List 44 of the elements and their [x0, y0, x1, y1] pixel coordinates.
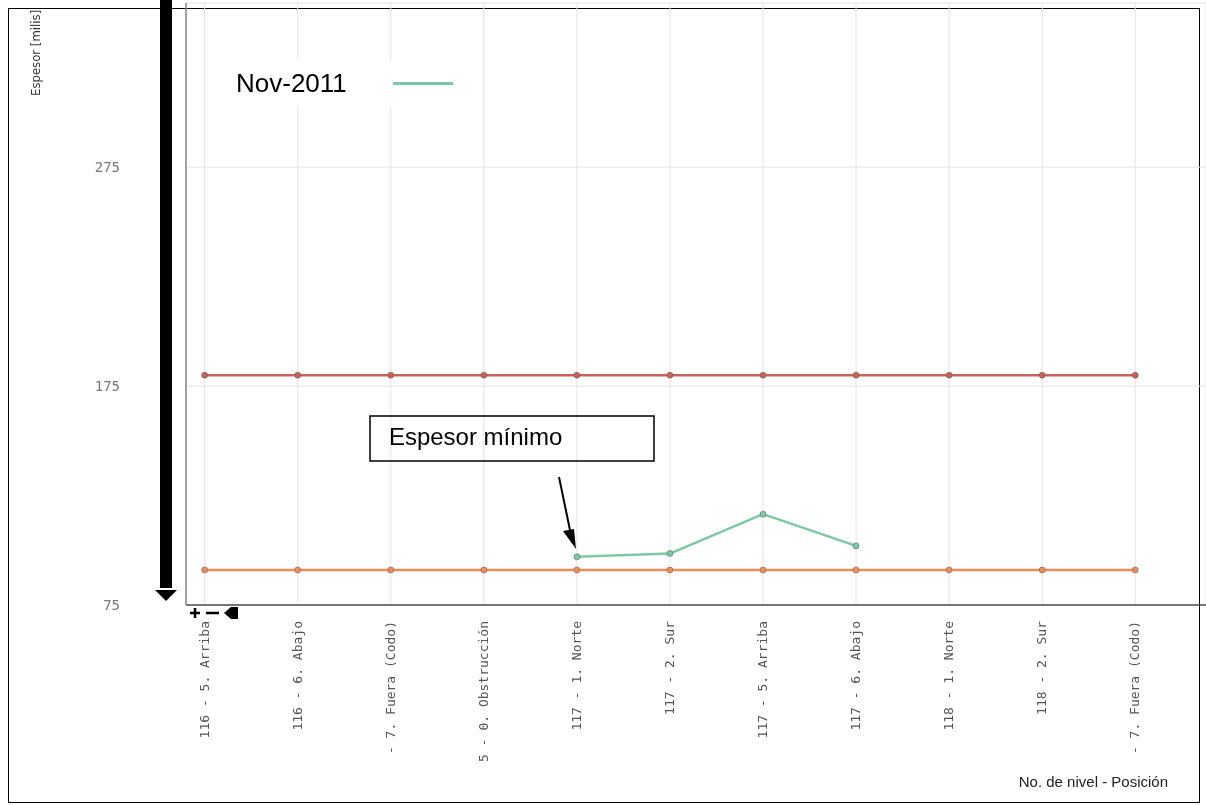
point — [852, 566, 860, 574]
point — [1132, 566, 1139, 574]
point — [666, 550, 674, 557]
x-tick-label: 117 - 1. Norte — [568, 620, 584, 731]
x-tick-label: - 7. Fuera (Codo) — [1127, 621, 1143, 755]
point — [387, 566, 394, 574]
point — [945, 371, 953, 379]
point — [759, 510, 767, 518]
x-tick-label: 117 - 6. Abajo — [848, 621, 864, 731]
point — [573, 566, 581, 574]
point — [480, 566, 488, 574]
point — [666, 371, 674, 379]
x-tick-label: 116 - 6. Abajo — [289, 621, 305, 731]
point — [387, 371, 394, 379]
point — [573, 553, 581, 561]
y-tick-label: 75 — [103, 596, 120, 613]
point — [201, 371, 208, 379]
point — [666, 566, 674, 574]
x-tick-label: 117 - 5. Arriba — [755, 621, 771, 739]
x-tick-label: 117 - 2. Sur — [661, 620, 677, 715]
point — [480, 371, 488, 379]
point — [294, 566, 301, 574]
point — [1132, 371, 1139, 379]
point — [852, 542, 860, 550]
point — [1038, 566, 1046, 574]
point — [759, 566, 767, 574]
x-tick-label: - 7. Fuera (Codo) — [382, 621, 398, 755]
point — [294, 371, 301, 379]
annotation: Espesor mínimo — [388, 422, 563, 451]
x-axis-title: No. de nivel - Posición — [1018, 773, 1168, 790]
x-tick-label: 118 - 2. Sur — [1034, 620, 1050, 715]
point — [201, 566, 208, 574]
point — [1038, 371, 1046, 379]
point — [852, 371, 860, 379]
x-tick-label: 5 - 0. Obstrucción — [475, 621, 491, 762]
x-tick-label: 118 - 1. Norte — [941, 620, 957, 731]
y-axis-title: Espesor [milis] — [28, 9, 43, 96]
point — [759, 371, 767, 379]
point — [945, 566, 953, 574]
legend-label: Nov-2011 — [236, 68, 347, 99]
point — [573, 371, 581, 379]
y-tick-label: 175 — [94, 378, 120, 395]
x-tick-label: 116 - 5. Arriba — [196, 621, 212, 739]
y-tick-label: 275 — [94, 159, 120, 176]
